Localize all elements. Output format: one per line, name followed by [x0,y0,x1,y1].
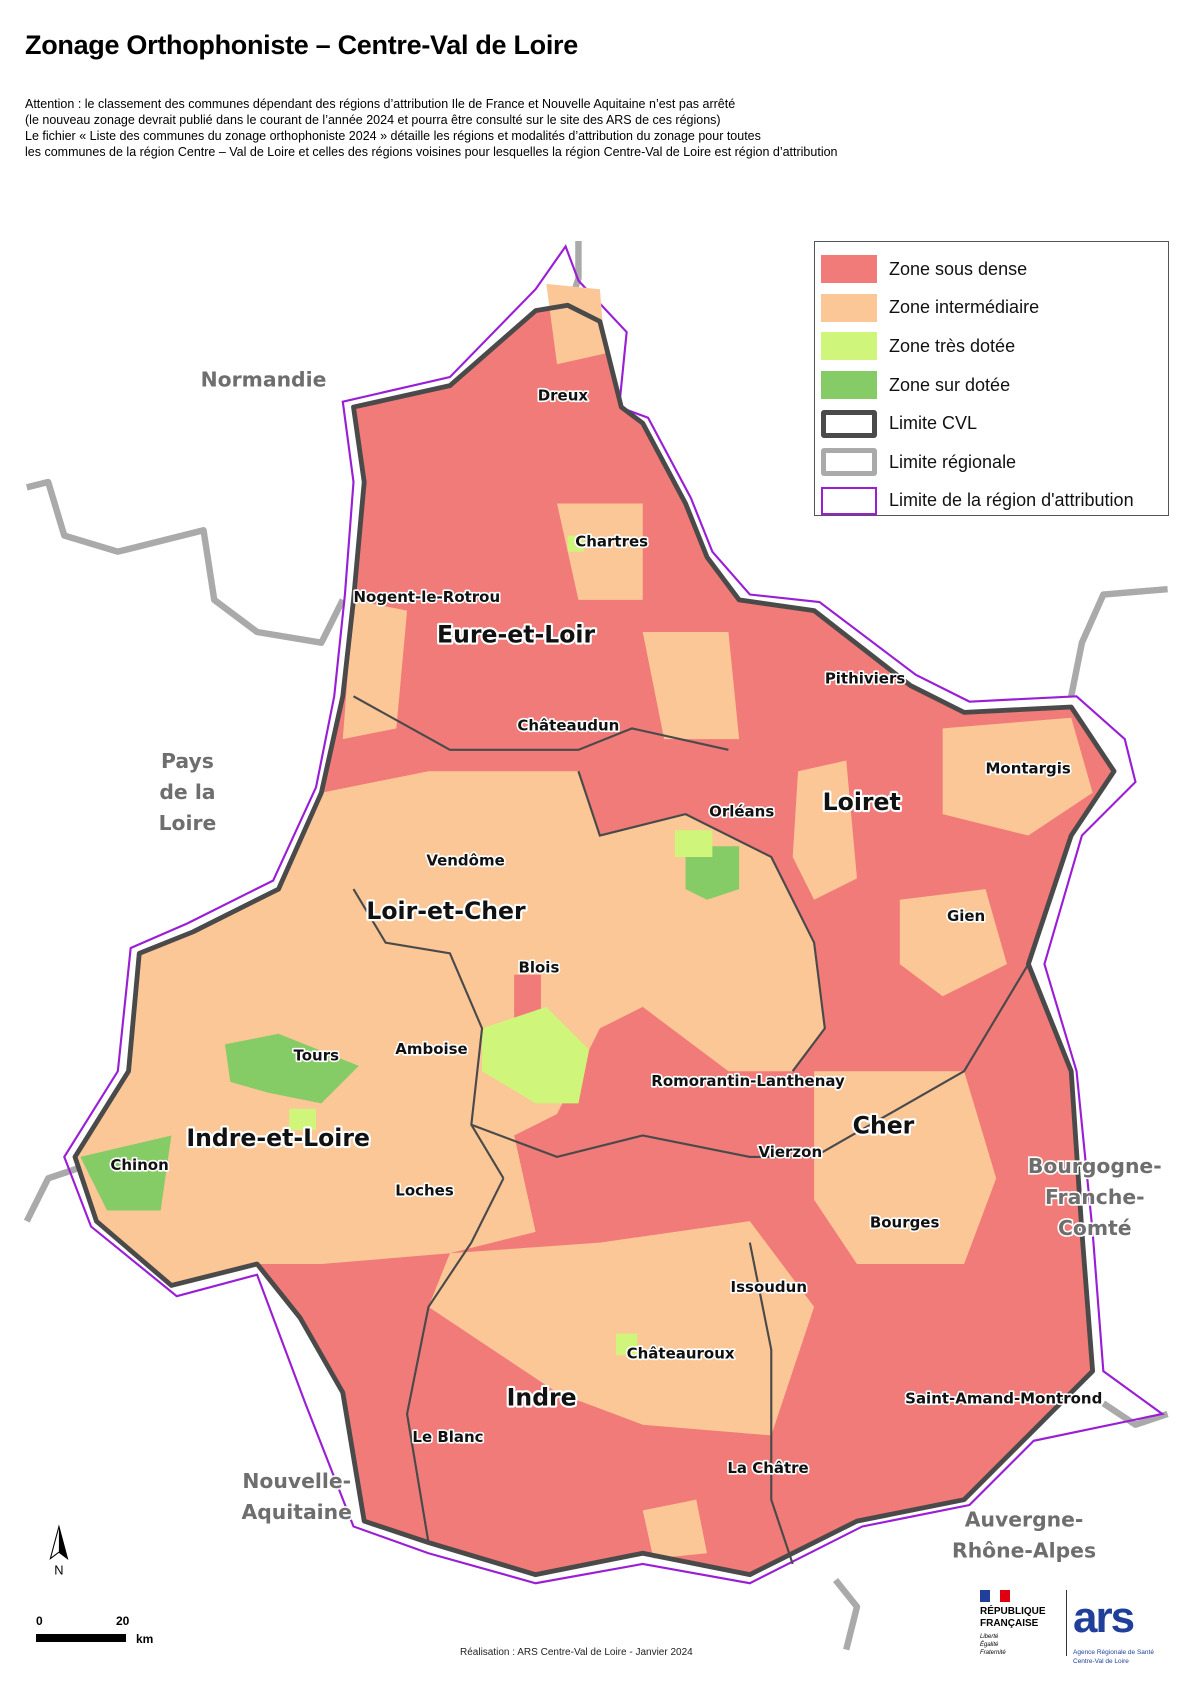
city-label: Gien [947,907,985,925]
attribution-limit [63,244,1165,1585]
map-title: Zonage Orthophoniste – Centre-Val de Loi… [25,30,578,60]
logos: RÉPUBLIQUE FRANÇAISE Liberté Égalité Fra… [980,1590,1173,1666]
city-label: Chinon [110,1156,168,1174]
region-label-na: Aquitaine [241,1500,351,1524]
legend-label: Zone sous dense [889,258,1028,279]
scale-end: 20 [116,1614,130,1628]
ars-subtitle: Agence Régionale de Santé [1073,1649,1154,1656]
cvl-limit [72,302,1117,1578]
legend-label: Zone très dotée [889,335,1016,356]
department-boundaries [352,695,1030,1565]
credit: Réalisation : ARS Centre-Val de Loire - … [460,1647,693,1658]
city-label: Vierzon [758,1143,822,1161]
city-label: Pithiviers [825,669,906,687]
scale-bar-graphic [36,1634,126,1642]
neighbor-region-labels: Normandie Pays de la Loire Nouvelle- Aqu… [157,366,1163,1564]
note-line: (le nouveau zonage devrait publié dans l… [25,113,721,127]
region-label-normandie: Normandie [201,368,327,392]
legend-swatch [821,486,877,515]
legend-item: Limite régionale [821,443,1162,482]
city-label: Nogent-le-Rotrou [353,588,500,606]
city-label: Orléans [709,802,774,820]
region-label-ara: Rhône-Alpes [952,1539,1096,1563]
city-label: Chartres [575,532,648,550]
note-line: Le fichier « Liste des communes du zonag… [25,129,761,143]
ars-subtitle: Centre-Val de Loire [1073,1658,1129,1665]
city-label: Châteauroux [627,1344,735,1362]
note-line: les communes de la région Centre – Val d… [25,145,838,159]
rf-motto: Liberté [980,1634,999,1640]
legend-label: Limite CVL [889,413,978,434]
department-label: Indre [507,1383,577,1411]
map-notes: Attention : le classement des communes d… [25,96,838,160]
department-label: Loiret [823,788,901,816]
city-label: Le Blanc [412,1428,483,1446]
city-label: Loches [395,1181,454,1199]
legend-item: Limite CVL [821,404,1162,443]
legend-item: Zone intermédiaire [821,289,1162,328]
scale-bar: 0 20 km [36,1614,176,1654]
legend-item: Zone sous dense [821,250,1162,289]
city-labels: Dreux Chartres Nogent-le-Rotrou Châteaud… [109,385,1104,1478]
zone-sur-dotee [80,846,740,1211]
city-label: Romorantin-Lanthenay [651,1072,845,1090]
region-label-bfc: Comté [1058,1216,1132,1240]
legend-item: Limite de la région d'attribution [821,482,1162,521]
legend-swatch [821,448,877,477]
region-label-ara: Auvergne- [965,1507,1084,1531]
region-label-pdl: Loire [159,811,217,835]
region-label-bfc: Franche- [1045,1185,1145,1209]
legend-item: Zone très dotée [821,327,1162,366]
city-label: Vendôme [426,852,504,870]
city-label: Blois [518,959,559,977]
city-label: Châteaudun [517,717,619,735]
city-label: Tours [294,1046,340,1064]
north-arrow-icon: N [49,1524,69,1578]
rf-motto: Fraternité [980,1650,1006,1656]
republique-francaise-logo: RÉPUBLIQUE FRANÇAISE Liberté Égalité Fra… [980,1590,1060,1657]
department-label: Indre-et-Loire [186,1124,370,1152]
department-labels: Eure-et-Loir Loiret Loir-et-Cher Indre-e… [184,619,917,1414]
region-label-na: Nouvelle- [242,1469,351,1493]
north-label: N [54,1563,63,1578]
region-label-bfc: Bourgogne- [1028,1154,1162,1178]
scale-start: 0 [36,1614,43,1628]
city-label: Saint-Amand-Montrond [905,1389,1102,1407]
legend-item: Zone sur dotée [821,366,1162,405]
legend-label: Zone sur dotée [889,374,1011,395]
city-label: La Châtre [727,1459,808,1477]
region-label-pdl: Pays [161,749,214,773]
legend-label: Limite de la région d'attribution [889,490,1134,511]
city-label: Amboise [395,1040,467,1058]
legend-swatch [821,255,877,284]
ars-logo: ars Agence Régionale de Santé Centre-Val… [1073,1590,1173,1666]
department-label: Cher [853,1111,915,1139]
legend-label: Zone intermédiaire [889,297,1040,318]
note-line: Attention : le classement des communes d… [25,97,736,111]
ars-wordmark: ars [1073,1593,1135,1642]
legend-swatch [821,371,877,400]
rf-motto: Égalité [980,1642,999,1648]
city-label: Dreux [538,387,589,405]
city-label: Bourges [870,1214,940,1232]
zone-tres-dotee [289,535,713,1356]
city-label: Montargis [986,759,1071,777]
rf-text: FRANÇAISE [980,1618,1039,1629]
legend-swatch [821,293,877,322]
scale-unit: km [136,1632,154,1646]
city-label: Issoudun [731,1278,807,1296]
region-label-pdl: de la [159,780,215,804]
rf-text: RÉPUBLIQUE [980,1606,1046,1617]
legend-label: Limite régionale [889,451,1017,472]
legend-swatch [821,409,877,438]
legend-swatch [821,332,877,361]
department-label: Loir-et-Cher [366,897,526,925]
department-label: Eure-et-Loir [437,621,595,649]
legend: Zone sous dense Zone intermédiaire Zone … [814,241,1169,516]
